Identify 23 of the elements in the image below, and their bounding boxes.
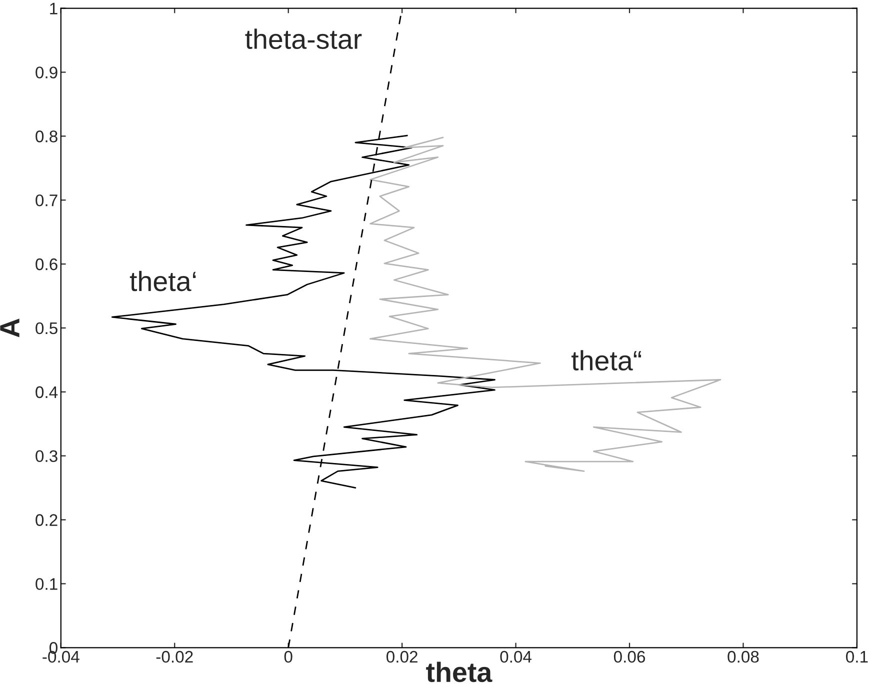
x-tick-label: 0.06 [614, 650, 645, 663]
x-tick-label: 0.1 [846, 650, 868, 663]
x-tick-label: 0.08 [728, 650, 759, 663]
x-tick-label: 0 [284, 650, 292, 663]
y-tick-label: 0.8 [36, 130, 58, 142]
y-tick-label: 0.4 [36, 386, 58, 398]
y-tick-label: 0.2 [36, 514, 58, 526]
y-tick-label: 0.3 [36, 450, 58, 462]
series-label: theta‘ [130, 270, 196, 292]
y-tick-label: 0.5 [36, 322, 58, 334]
y-tick-label: 0.1 [36, 578, 58, 590]
x-tick-label: 0.02 [386, 650, 418, 663]
y-axis-title: A [0, 318, 20, 338]
y-tick-label: 0.7 [36, 194, 58, 206]
series-label: theta“ [572, 350, 642, 371]
x-tick-label: 0.04 [500, 650, 532, 663]
y-tick-label: 1 [50, 2, 58, 14]
y-tick-label: 0.6 [36, 258, 58, 270]
line-series [370, 136, 722, 472]
x-tick-label: -0.02 [156, 650, 193, 663]
series-label: theta-star [245, 28, 362, 50]
y-tick-label: 0.9 [36, 66, 58, 78]
x-axis-title: theta [426, 662, 492, 682]
